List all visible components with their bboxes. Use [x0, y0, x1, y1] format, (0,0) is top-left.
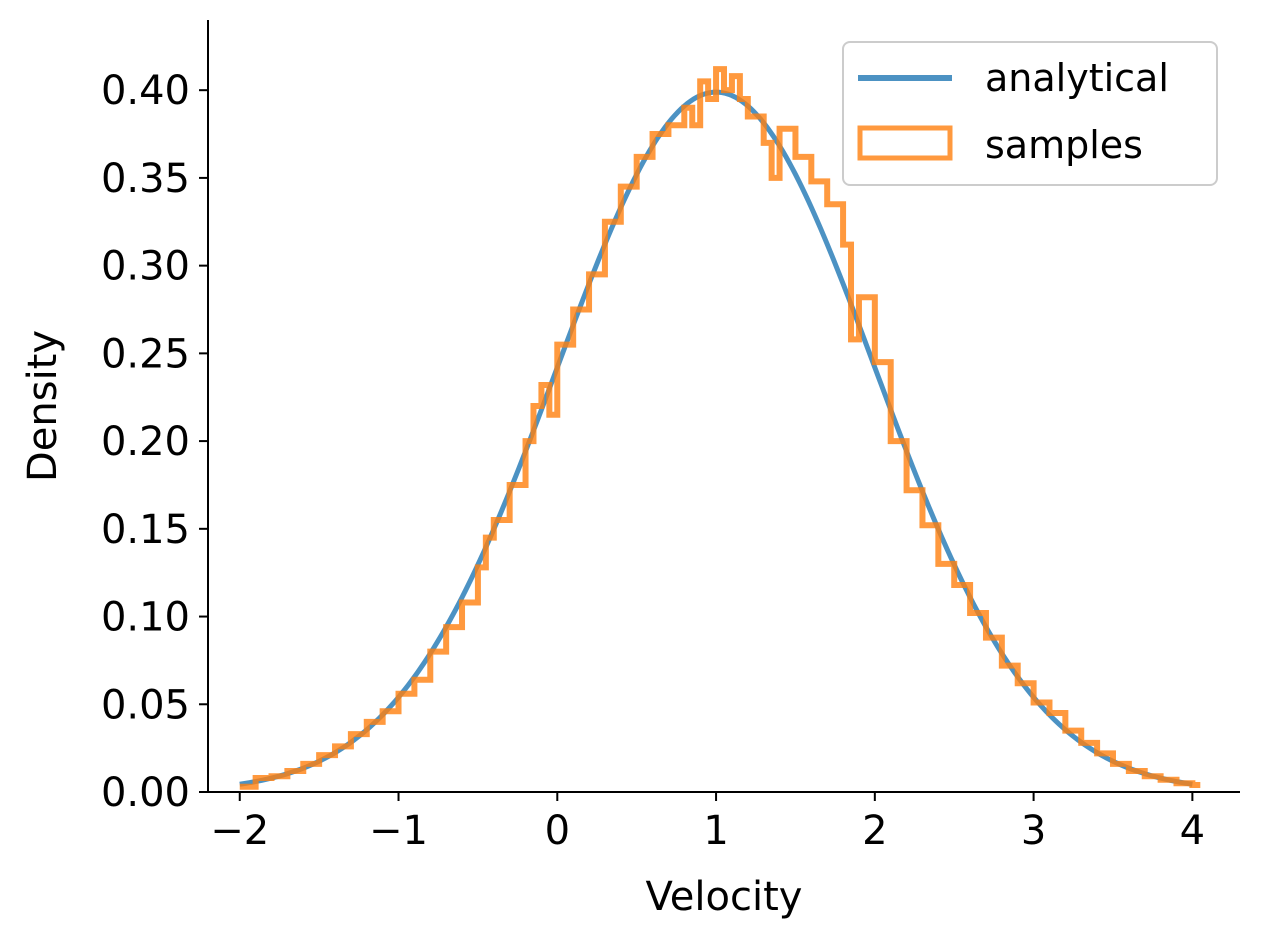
y-tick-label: 0.00: [101, 770, 190, 816]
y-axis: 0.00 0.05 0.10 0.15 0.20 0.25 0.30 0.35 0.40: [101, 20, 209, 816]
y-tick-label: 0.20: [101, 419, 190, 465]
y-tick-label: 0.30: [101, 244, 190, 290]
x-axis: −2 −1 0 1 2 3 4: [208, 791, 1240, 854]
x-tick-label: 1: [703, 808, 728, 854]
plot-area: [239, 66, 1201, 790]
y-tick-label: 0.35: [101, 156, 190, 202]
legend-swatch-samples: [857, 125, 953, 161]
y-tick-label: 0.10: [101, 595, 190, 641]
x-tick-label: 3: [1021, 808, 1046, 854]
x-tick-label: 0: [545, 808, 570, 854]
legend: analytical samples: [842, 41, 1218, 186]
x-tick-label: 2: [862, 808, 887, 854]
x-tick-label: 4: [1180, 808, 1205, 854]
series-analytical-line: [239, 89, 1193, 787]
y-tick-label: 0.25: [101, 331, 190, 377]
y-tick-label: 0.05: [101, 682, 190, 728]
y-tick-label: 0.40: [101, 68, 190, 114]
x-tick-label: −2: [210, 808, 269, 854]
y-axis-label: Density: [20, 330, 66, 482]
series-samples-histogram: [239, 66, 1201, 790]
legend-label-analytical: analytical: [985, 56, 1169, 100]
x-axis-label: Velocity: [646, 874, 803, 920]
y-tick-label: 0.15: [101, 507, 190, 553]
x-tick-label: −1: [369, 808, 428, 854]
legend-label-samples: samples: [985, 123, 1143, 167]
